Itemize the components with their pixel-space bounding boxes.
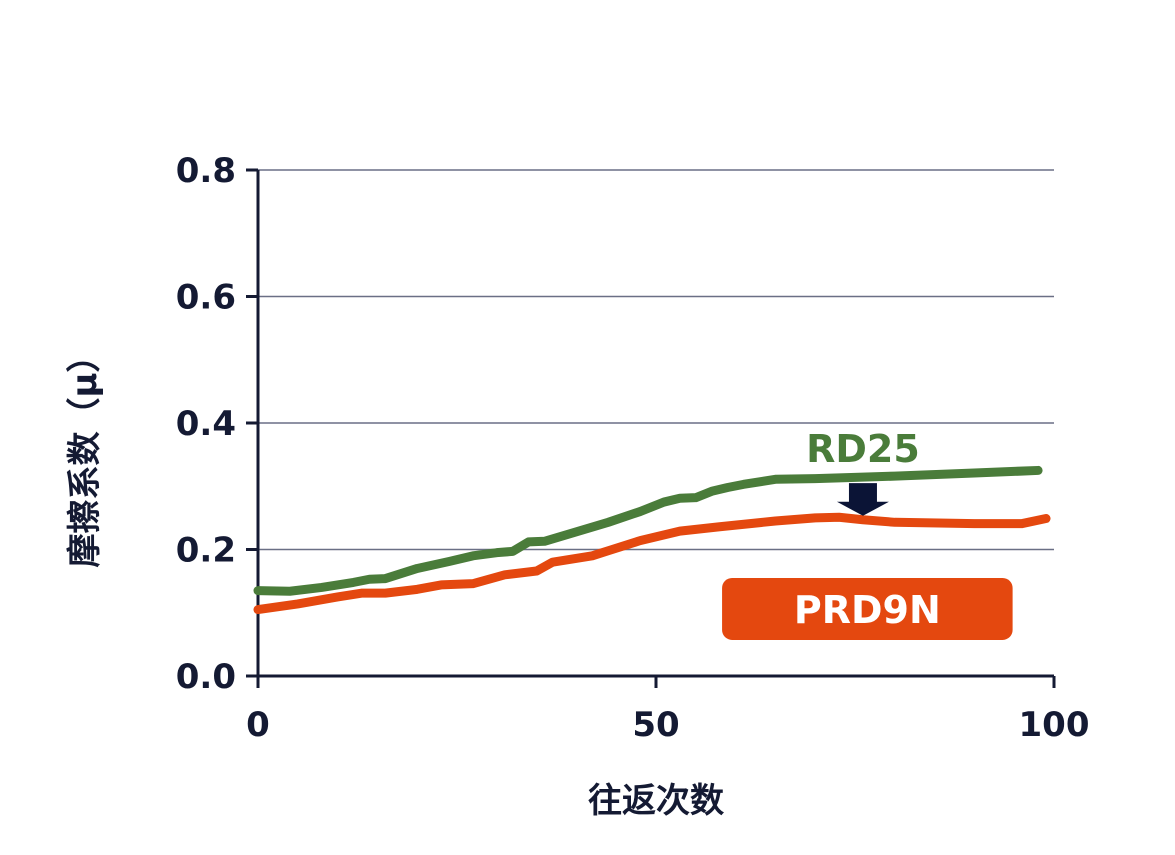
y-tick-label: 0.4 xyxy=(176,404,236,444)
x-tick-labels: 0 50 100 xyxy=(246,676,1089,745)
series-line-rd25 xyxy=(253,465,1043,596)
prd9n-label: PRD9N xyxy=(794,588,941,632)
y-tick-label: 0.8 xyxy=(176,151,236,191)
down-arrow-icon xyxy=(836,483,889,516)
prd9n-badge: PRD9N xyxy=(722,577,1013,640)
rd25-label: RD25 xyxy=(806,427,920,471)
x-tick-label: 100 xyxy=(1019,705,1090,745)
y-tick-label: 0.6 xyxy=(176,278,236,318)
y-axis-title: 摩擦系数（μ） xyxy=(65,338,105,567)
y-tick-labels: 0.0 0.2 0.4 0.6 0.8 xyxy=(176,151,236,697)
annotations: RD25 PRD9N xyxy=(722,427,1013,640)
y-tick-label: 0.0 xyxy=(176,657,236,697)
prd9n-badge-background xyxy=(722,577,1013,640)
x-tick-label: 0 xyxy=(246,705,270,745)
series-line-prd9n xyxy=(253,512,1051,615)
gridlines xyxy=(246,168,1054,678)
series-lines xyxy=(253,465,1051,615)
x-axis-title: 往返次数 xyxy=(588,781,724,821)
y-tick-label: 0.2 xyxy=(176,531,236,571)
x-tick-label: 50 xyxy=(632,705,679,745)
